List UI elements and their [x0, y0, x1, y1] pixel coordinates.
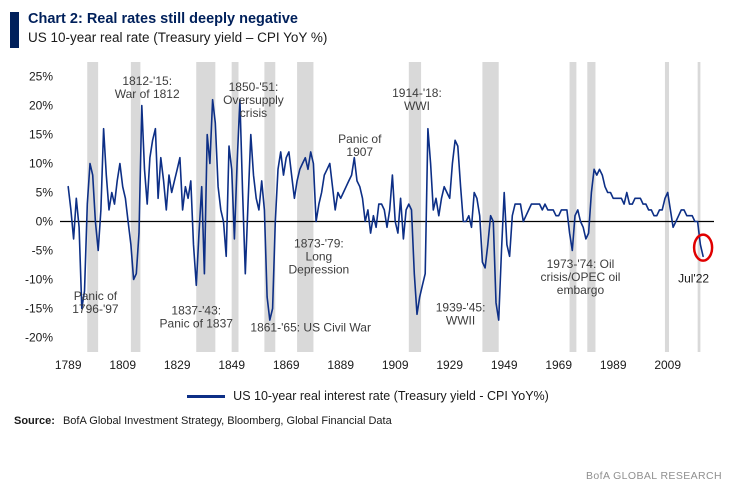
event-band — [130, 62, 141, 352]
y-axis-tick-label: -5% — [32, 244, 54, 258]
x-axis-tick-label: 1849 — [218, 358, 245, 372]
y-axis-tick-label: -10% — [25, 273, 53, 287]
y-axis-tick-label: -20% — [25, 331, 53, 345]
chart-subtitle: US 10-year real rate (Treasury yield – C… — [28, 30, 328, 46]
title-accent-bar — [10, 12, 19, 48]
chart-header: Chart 2: Real rates still deeply negativ… — [10, 10, 726, 48]
legend-label: US 10-year real interest rate (Treasury … — [233, 389, 549, 403]
x-axis-tick-label: 1969 — [545, 358, 572, 372]
y-axis-tick-label: 10% — [29, 157, 53, 171]
event-band — [297, 62, 314, 352]
chart-annotation: 1873-'79: Long Depression — [289, 237, 350, 277]
chart-annotation: Panic of 1796-'97 — [72, 289, 119, 316]
chart-legend: US 10-year real interest rate (Treasury … — [10, 389, 726, 403]
chart-annotation: 1861-'65: US Civil War — [250, 321, 371, 335]
y-axis-tick-label: 0% — [36, 215, 54, 229]
source-label: Source: — [14, 415, 55, 427]
x-axis-tick-label: 1989 — [600, 358, 627, 372]
chart-annotation: Panic of 1907 — [338, 132, 382, 159]
bofa-global-research-branding: BofA GLOBAL RESEARCH — [586, 470, 722, 482]
y-axis-tick-label: 25% — [29, 70, 53, 84]
x-axis-tick-label: 1929 — [436, 358, 463, 372]
jul22-highlight-circle — [692, 233, 714, 262]
y-axis-tick-label: 15% — [29, 128, 53, 142]
legend-line-swatch — [187, 394, 226, 398]
event-band — [697, 62, 701, 352]
chart-area: 25% 20% 15% 10% 5% 0% -5% -10% -15% -20% 1789 1809 1… — [10, 52, 726, 388]
jul22-label: Jul'22 — [678, 271, 709, 285]
chart-annotation: 1850-'51: Oversupply crisis — [223, 80, 284, 120]
x-axis-tick-label: 1829 — [164, 358, 191, 372]
y-axis-tick-label: 20% — [29, 99, 53, 113]
chart-title: Chart 2: Real rates still deeply negativ… — [28, 11, 298, 27]
x-axis-tick-label: 1809 — [109, 358, 136, 372]
y-axis-tick-label: -15% — [25, 302, 53, 316]
y-axis-tick-label: 5% — [36, 186, 54, 200]
event-band — [587, 62, 596, 352]
source-note: Source: BofA Global Investment Strategy, … — [10, 415, 726, 427]
event-band — [569, 62, 577, 352]
chart-annotation: 1914-'18: WWI — [392, 86, 442, 113]
event-band — [408, 62, 422, 352]
x-axis-tick-label: 1949 — [491, 358, 518, 372]
source-text: BofA Global Investment Strategy, Bloombe… — [62, 415, 392, 427]
real-rate-line-chart: 25% 20% 15% 10% 5% 0% -5% -10% -15% -20%1789 1809 1… — [25, 62, 714, 372]
chart-annotation: 1837-'43: Panic of 1837 — [160, 303, 234, 330]
x-axis-tick-label: 2009 — [654, 358, 681, 372]
real-rate-series-line — [67, 98, 704, 321]
x-axis-tick-label: 1789 — [55, 358, 82, 372]
event-band — [87, 62, 99, 352]
x-axis-tick-label: 1869 — [273, 358, 300, 372]
x-axis-tick-label: 1889 — [327, 358, 354, 372]
chart-annotation: 1939-'45: WWII — [436, 300, 486, 327]
event-band — [664, 62, 670, 352]
chart-annotation: 1973-'74: Oil crisis/OPEC oil embargo — [540, 257, 620, 297]
chart-annotation: 1812-'15: War of 1812 — [115, 74, 180, 101]
event-band — [264, 62, 276, 352]
x-axis-tick-label: 1909 — [382, 358, 409, 372]
